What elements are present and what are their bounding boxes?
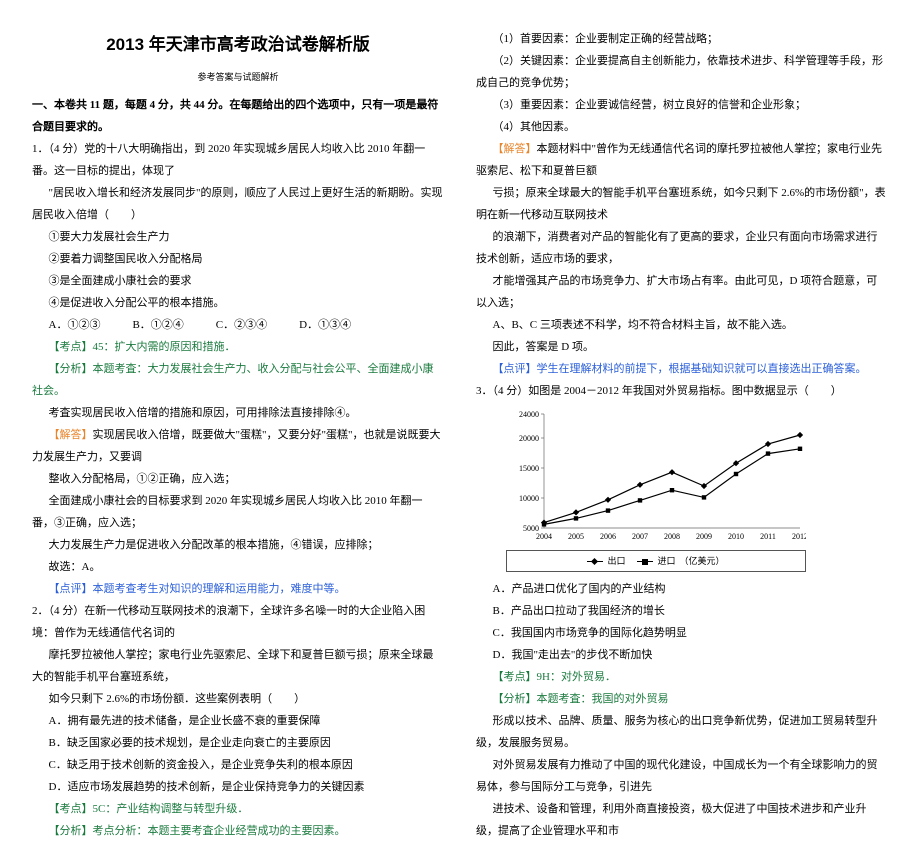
doc-subtitle: 参考答案与试题解析 — [32, 68, 444, 86]
q2-jieda-c: 的浪潮下，消费者对产品的智能化有了更高的要求，企业只有面向市场需求进行技术创新，… — [476, 226, 888, 270]
q1-dianping: 【点评】本题考查考生对知识的理解和运用能力，难度中等。 — [32, 578, 444, 600]
q1-choice-A: A．①②③ — [49, 314, 101, 336]
q2-fenxi: 【分析】考点分析：本题主要考査企业经营成功的主要因素。 — [32, 820, 444, 842]
factor-2: （2）关键因素：企业要提高自主创新能力，依靠技术进步、科学管理等手段，形成自己的… — [476, 50, 888, 94]
svg-text:2009: 2009 — [696, 532, 712, 541]
svg-text:15000: 15000 — [519, 464, 539, 473]
q1-jieda-b: 整收入分配格局，①②正确，应入选； — [32, 468, 444, 490]
page: 2013 年天津市高考政治试卷解析版 参考答案与试题解析 一、本卷共 11 题，… — [0, 0, 920, 862]
svg-text:10000: 10000 — [519, 494, 539, 503]
q1-choice-B: B．①②④ — [132, 314, 183, 336]
svg-text:2006: 2006 — [600, 532, 616, 541]
q1-kaodian: 【考点】45：扩大内需的原因和措施． — [32, 336, 444, 358]
right-column: （1）首要因素：企业要制定正确的经营战略； （2）关键因素：企业要提高自主创新能… — [476, 28, 888, 842]
legend-import: 进口 （亿美元） — [637, 552, 724, 570]
legend-import-label: 进口 — [657, 552, 675, 570]
svg-text:2004: 2004 — [536, 532, 552, 541]
q2-jieda-tag: 【解答】 — [493, 143, 537, 155]
svg-text:2010: 2010 — [728, 532, 744, 541]
q3-kaodian: 【考点】9H：对外贸易． — [476, 666, 888, 688]
svg-text:24000: 24000 — [519, 410, 539, 419]
q3-p3: 进技术、设备和管理，利用外商直接投资，极大促进了中国技术进步和产业升级，提高了企… — [476, 798, 888, 842]
svg-text:2012: 2012 — [792, 532, 806, 541]
q1-opt4: ④是促进收入分配公平的根本措施。 — [32, 292, 444, 314]
svg-text:2011: 2011 — [760, 532, 776, 541]
q2-dianping: 【点评】学生在理解材料的前提下，根据基础知识就可以直接选出正确答案。 — [476, 358, 888, 380]
q2-stem-a: 2．（4 分）在新一代移动互联网技术的浪潮下，全球许多名噪一时的大企业陷入困境：… — [32, 600, 444, 644]
q1-jieda-e: 故选：A。 — [32, 556, 444, 578]
q2-jieda-d: 才能增强其产品的市场竞争力、扩大市场占有率。由此可见，D 项符合题意，可以入选； — [476, 270, 888, 314]
q1-jieda-tag: 【解答】 — [49, 429, 93, 441]
factor-3: （3）重要因素：企业要诚信经营，树立良好的信誉和企业形象； — [476, 94, 888, 116]
q1-jieda-d: 大力发展生产力是促进收入分配改革的根本措施，④错误，应排除； — [32, 534, 444, 556]
legend-unit: （亿美元） — [680, 552, 725, 570]
q3-C: C．我国国内市场竞争的国际化趋势明显 — [476, 622, 888, 644]
q1-stem-cont: "居民收入增长和经济发展同步"的原则，顺应了人民过上更好生活的新期盼。实现居民收… — [32, 182, 444, 226]
left-column: 2013 年天津市高考政治试卷解析版 参考答案与试题解析 一、本卷共 11 题，… — [32, 28, 444, 842]
q2-jieda-e: A、B、C 三项表述不科学，均不符合材料主旨，故不能入选。 — [476, 314, 888, 336]
chart-legend: 出口 进口 （亿美元） — [506, 550, 806, 572]
q1-opt2: ②要着力调整国民收入分配格局 — [32, 248, 444, 270]
doc-title: 2013 年天津市高考政治试卷解析版 — [32, 28, 444, 62]
svg-text:2008: 2008 — [664, 532, 680, 541]
q1-opt3: ③是全面建成小康社会的要求 — [32, 270, 444, 292]
svg-text:20000: 20000 — [519, 434, 539, 443]
q3-stem: 3．（4 分）如图是 2004－2012 年我国对外贸易指标。图中数据显示（ ） — [476, 380, 888, 402]
q2-stem-c: 如今只剩下 2.6%的市场份额．这些案例表明（ ） — [32, 688, 444, 710]
section-heading: 一、本卷共 11 题，每题 4 分，共 44 分。在每题给出的四个选项中，只有一… — [32, 94, 444, 138]
factor-4: （4）其他因素。 — [476, 116, 888, 138]
q2-jieda-a: 本题材料中"曾作为无线通信代名词的摩托罗拉被他人掌控；家电行业先驱索尼、松下和夏… — [476, 143, 882, 177]
q1-choices: A．①②③ B．①②④ C．②③④ D．①③④ — [32, 314, 444, 336]
q3-D: D．我国"走出去"的步伐不断加快 — [476, 644, 888, 666]
q1-jieda-c: 全面建成小康社会的目标要求到 2020 年实现城乡居民人均收入比 2010 年翻… — [32, 490, 444, 534]
q1-choice-C: C．②③④ — [216, 314, 267, 336]
q2-stem-b: 摩托罗拉被他人掌控；家电行业先驱索尼、全球下和夏普巨额亏损；原来全球最大的智能手… — [32, 644, 444, 688]
q1-choice-D: D．①③④ — [299, 314, 351, 336]
q2-jieda-b: 亏损；原来全球最大的智能手机平台塞班系统，如今只剩下 2.6%的市场份额"，表明… — [476, 182, 888, 226]
q2-C: C．缺乏用于技术创新的资金投入，是企业竞争失利的根本原因 — [32, 754, 444, 776]
q2-A: A．拥有最先进的技术储备，是企业长盛不衰的重要保障 — [32, 710, 444, 732]
q3-A: A．产品进口优化了国内的产业结构 — [476, 578, 888, 600]
svg-text:2005: 2005 — [568, 532, 584, 541]
q2-D: D．适应市场发展趋势的技术创新，是企业保持竞争力的关键因素 — [32, 776, 444, 798]
q1-fenxi: 【分析】本题考査：大力发展社会生产力、收入分配与社会公平、全面建成小康社会。 — [32, 358, 444, 402]
q3-fenxi: 【分析】本题考査：我国的对外贸易 — [476, 688, 888, 710]
q1-jieda-a: 实现居民收入倍增，既要做大"蛋糕"，又要分好"蛋糕"，也就是说既要大力发展生产力… — [32, 429, 440, 463]
q3-B: B．产品出口拉动了我国经济的增长 — [476, 600, 888, 622]
q1-fenxi-b: 考査实现居民收入倍增的措施和原因，可用排除法直接排除④。 — [32, 402, 444, 424]
legend-export-label: 出口 — [607, 552, 625, 570]
q2-B: B．缺乏国家必要的技术规划，是企业走向衰亡的主要原因 — [32, 732, 444, 754]
chart-svg: 5000100001500020000240002004200520062007… — [506, 406, 806, 546]
q1-stem: 1．（4 分）党的十八大明确指出，到 2020 年实现城乡居民人均收入比 201… — [32, 138, 444, 182]
q1-opt1: ①要大力发展社会生产力 — [32, 226, 444, 248]
svg-text:2007: 2007 — [632, 532, 648, 541]
q3-p2: 对外贸易发展有力推动了中国的现代化建设，中国成长为一个有全球影响力的贸易体，参与… — [476, 754, 888, 798]
q3-p1: 形成以技术、品牌、质量、服务为核心的出口竞争新优势，促进加工贸易转型升级，发展服… — [476, 710, 888, 754]
q2-kaodian: 【考点】5C：产业结构调整与转型升级． — [32, 798, 444, 820]
q2-jieda-f: 因此，答案是 D 项。 — [476, 336, 888, 358]
trade-chart: 5000100001500020000240002004200520062007… — [506, 406, 806, 546]
factor-1: （1）首要因素：企业要制定正确的经营战略； — [476, 28, 888, 50]
legend-export: 出口 — [587, 552, 625, 570]
